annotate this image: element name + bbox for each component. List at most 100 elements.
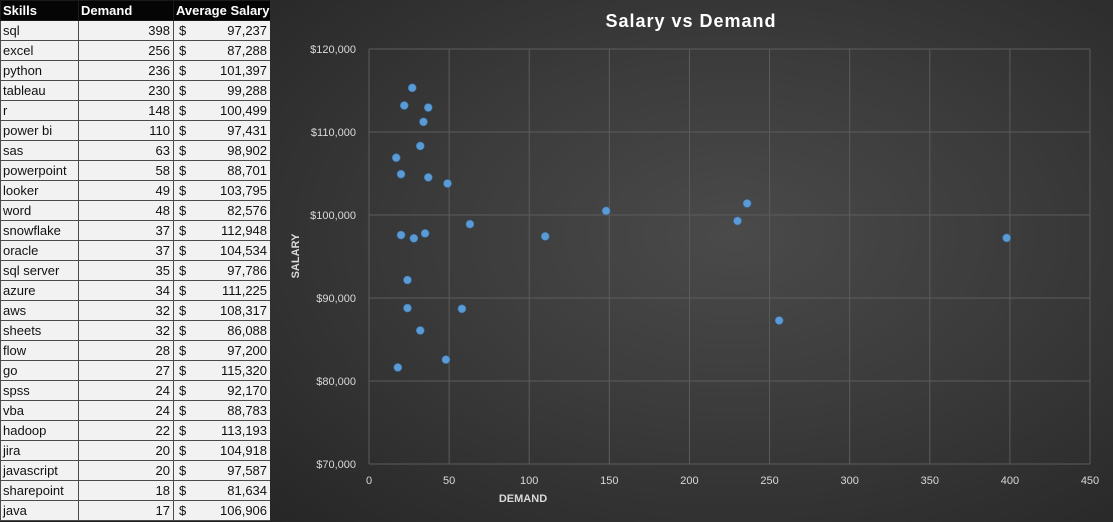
cell-demand[interactable]: 32	[78, 300, 174, 321]
data-point[interactable]	[465, 219, 475, 229]
cell-currency[interactable]: $	[173, 260, 186, 281]
data-point[interactable]	[393, 363, 403, 372]
cell-currency[interactable]: $	[173, 240, 186, 261]
cell-currency[interactable]: $	[173, 500, 186, 521]
cell-skill[interactable]: sas	[0, 140, 79, 161]
cell-skill[interactable]: python	[0, 60, 79, 81]
data-point[interactable]	[742, 199, 752, 208]
cell-salary[interactable]: 97,237	[185, 20, 272, 41]
cell-salary[interactable]: 108,317	[185, 300, 272, 321]
cell-currency[interactable]: $	[173, 400, 186, 421]
cell-skill[interactable]: sharepoint	[0, 480, 79, 501]
cell-currency[interactable]: $	[173, 360, 186, 381]
cell-currency[interactable]: $	[173, 420, 186, 441]
cell-salary[interactable]: 81,634	[185, 480, 272, 501]
data-point[interactable]	[423, 173, 433, 182]
cell-skill[interactable]: azure	[0, 280, 79, 301]
cell-demand[interactable]: 20	[78, 460, 174, 481]
cell-skill[interactable]: word	[0, 200, 79, 221]
cell-salary[interactable]: 112,948	[185, 220, 272, 241]
cell-skill[interactable]: sheets	[0, 320, 79, 341]
cell-currency[interactable]: $	[173, 200, 186, 221]
cell-demand[interactable]: 24	[78, 400, 174, 421]
cell-currency[interactable]: $	[173, 160, 186, 181]
data-point[interactable]	[1002, 233, 1011, 243]
data-point[interactable]	[399, 101, 409, 110]
data-point[interactable]	[403, 275, 412, 285]
cell-currency[interactable]: $	[173, 40, 186, 61]
cell-currency[interactable]: $	[173, 280, 186, 301]
cell-demand[interactable]: 27	[78, 360, 174, 381]
cell-demand[interactable]: 63	[78, 140, 174, 161]
cell-demand[interactable]: 37	[78, 220, 174, 241]
data-point[interactable]	[415, 141, 425, 151]
cell-salary[interactable]: 104,534	[185, 240, 272, 261]
cell-skill[interactable]: vba	[0, 400, 79, 421]
cell-salary[interactable]: 111,225	[185, 280, 272, 301]
data-point[interactable]	[457, 304, 467, 314]
header-skills[interactable]: Skills	[0, 0, 79, 21]
header-average-salary[interactable]: Average Salary	[172, 0, 272, 21]
cell-demand[interactable]: 18	[78, 480, 174, 501]
data-point[interactable]	[420, 229, 430, 238]
data-point[interactable]	[403, 303, 412, 313]
cell-skill[interactable]: javascript	[0, 460, 79, 481]
data-point[interactable]	[540, 232, 550, 241]
cell-skill[interactable]: sql	[0, 20, 79, 41]
cell-salary[interactable]: 97,200	[185, 340, 272, 361]
cell-currency[interactable]: $	[173, 380, 186, 401]
data-point[interactable]	[419, 117, 428, 127]
cell-currency[interactable]: $	[173, 440, 186, 461]
cell-demand[interactable]: 32	[78, 320, 174, 341]
cell-demand[interactable]: 48	[78, 200, 174, 221]
cell-salary[interactable]: 87,288	[185, 40, 272, 61]
data-point[interactable]	[601, 206, 611, 216]
cell-salary[interactable]: 88,701	[185, 160, 272, 181]
cell-currency[interactable]: $	[173, 340, 186, 361]
cell-salary[interactable]: 82,576	[185, 200, 272, 221]
cell-demand[interactable]: 58	[78, 160, 174, 181]
cell-salary[interactable]: 98,902	[185, 140, 272, 161]
cell-demand[interactable]: 28	[78, 340, 174, 361]
cell-salary[interactable]: 101,397	[185, 60, 272, 81]
cell-skill[interactable]: flow	[0, 340, 79, 361]
cell-salary[interactable]: 97,431	[185, 120, 272, 141]
cell-salary[interactable]: 100,499	[185, 100, 272, 121]
cell-salary[interactable]: 115,320	[185, 360, 272, 381]
data-point[interactable]	[733, 216, 742, 226]
data-point[interactable]	[443, 179, 452, 188]
cell-skill[interactable]: hadoop	[0, 420, 79, 441]
data-point[interactable]	[396, 169, 406, 179]
data-point[interactable]	[407, 83, 417, 93]
cell-salary[interactable]: 97,786	[185, 260, 272, 281]
cell-currency[interactable]: $	[173, 20, 186, 41]
data-point[interactable]	[409, 233, 419, 243]
cell-demand[interactable]: 256	[78, 40, 174, 61]
cell-skill[interactable]: oracle	[0, 240, 79, 261]
cell-currency[interactable]: $	[173, 100, 186, 121]
data-point[interactable]	[441, 355, 451, 364]
cell-skill[interactable]: r	[0, 100, 79, 121]
cell-demand[interactable]: 230	[78, 80, 174, 101]
cell-skill[interactable]: aws	[0, 300, 79, 321]
data-point[interactable]	[423, 103, 433, 112]
cell-skill[interactable]: excel	[0, 40, 79, 61]
cell-salary[interactable]: 92,170	[185, 380, 272, 401]
cell-currency[interactable]: $	[173, 300, 186, 321]
header-demand[interactable]: Demand	[78, 0, 174, 21]
